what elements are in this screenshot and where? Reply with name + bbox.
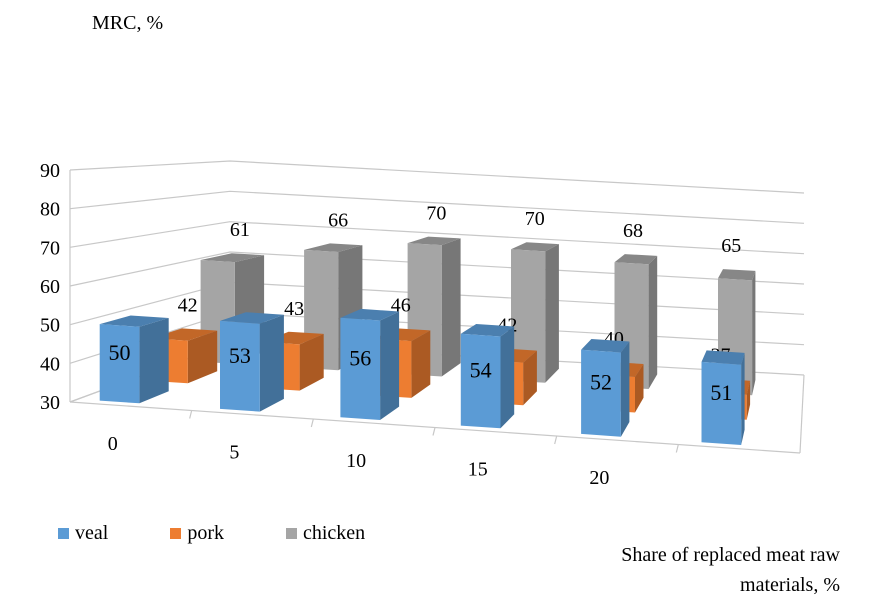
bar-top-chicken-1 (304, 243, 363, 252)
bar-veal-5 (701, 361, 742, 445)
bar-side-pork-4 (635, 364, 644, 413)
data-label-veal-1: 53 (229, 343, 251, 368)
bar-side-veal-3 (500, 326, 515, 429)
y-tick-label-60: 60 (40, 276, 60, 298)
bar-side-pork-3 (523, 350, 537, 406)
bar-top-chicken-3 (511, 242, 559, 252)
legend-swatch-chicken (285, 528, 297, 539)
bar-top-chicken-5 (718, 269, 756, 281)
bar-side-veal-0 (139, 318, 169, 404)
x-tick-2 (310, 418, 314, 428)
x-tick-label-20: 20 (589, 467, 609, 489)
bar-side-pork-2 (411, 330, 431, 398)
legend-item-chicken: chicken (285, 522, 366, 545)
legend-swatch-pork (170, 528, 182, 539)
bar-side-veal-1 (259, 314, 284, 412)
bar-veal-3 (460, 333, 501, 429)
bar-top-veal-5 (701, 350, 745, 365)
bar-veal-1 (220, 320, 260, 412)
data-label-veal-0: 50 (109, 340, 131, 365)
y-tick-label-80: 80 (40, 199, 60, 221)
x-tick-label-10: 10 (346, 450, 366, 472)
y-axis-label: MRC, % (92, 12, 164, 34)
bar-side-chicken-2 (441, 238, 461, 377)
bar-side-veal-5 (741, 352, 745, 445)
x-tick-5 (675, 444, 679, 453)
data-label-chicken-3: 70 (525, 208, 545, 230)
data-label-chicken-4: 68 (623, 220, 643, 242)
data-label-chicken-2: 70 (426, 202, 446, 224)
gridline-90 (69, 160, 805, 194)
x-axis-label: Share of replaced meat raw materials, % (621, 544, 840, 596)
data-label-chicken-1: 66 (328, 209, 348, 231)
x-tick-label-5: 5 (229, 441, 239, 463)
legend-item-veal: veal (58, 522, 108, 545)
data-label-veal-3: 54 (470, 358, 492, 383)
bar-top-veal-2 (340, 308, 400, 321)
bar-side-veal-4 (620, 341, 630, 437)
data-label-chicken-0: 61 (230, 219, 250, 241)
legend: veal pork chicken (58, 522, 365, 545)
bar-chicken-3 (511, 249, 546, 383)
bar-top-chicken-4 (614, 254, 658, 265)
data-label-pork-1: 43 (284, 298, 304, 320)
data-label-pork-2: 46 (391, 294, 411, 316)
bar-top-veal-0 (99, 315, 169, 327)
legend-label-veal: veal (75, 522, 109, 544)
bar-side-veal-2 (380, 311, 400, 420)
bar-side-pork-0 (187, 330, 218, 384)
legend-swatch-veal (58, 528, 69, 539)
y-tick-label-40: 40 (40, 353, 60, 375)
x-tick-4 (554, 435, 558, 445)
bar-side-chicken-5 (752, 270, 756, 396)
x-tick-1 (189, 410, 193, 419)
data-label-pork-0: 42 (178, 294, 198, 316)
y-tick-label-90: 90 (40, 160, 60, 182)
x-tick-label-0: 0 (108, 433, 118, 455)
y-tick-label-70: 70 (40, 237, 60, 259)
bar-top-chicken-2 (407, 236, 461, 246)
bar-side-chicken-3 (545, 244, 559, 383)
y-tick-label-50: 50 (40, 315, 60, 337)
floor-right-edge (799, 374, 805, 454)
y-tick-label-30: 30 (40, 392, 60, 414)
bar-top-chicken-0 (200, 253, 265, 263)
bar-side-pork-5 (746, 380, 751, 420)
bar-side-chicken-4 (648, 255, 658, 389)
bar-top-veal-3 (460, 324, 515, 337)
legend-label-pork: pork (187, 522, 224, 544)
bar-veal-4 (581, 349, 621, 437)
bar-top-veal-4 (581, 339, 630, 353)
bar-veal-2 (340, 317, 381, 420)
legend-item-pork: pork (170, 522, 224, 545)
gridline-60 (69, 251, 805, 287)
bar-top-veal-1 (220, 312, 284, 324)
x-tick-label-15: 15 (468, 458, 488, 480)
gridline-80 (69, 190, 805, 224)
data-label-chicken-5: 65 (721, 235, 741, 257)
x-tick-3 (432, 427, 436, 436)
data-label-veal-2: 56 (349, 345, 371, 370)
gridline-70 (69, 221, 805, 255)
data-label-veal-4: 52 (590, 370, 612, 395)
legend-label-chicken: chicken (302, 522, 366, 544)
data-label-veal-5: 51 (710, 380, 732, 405)
bar-side-pork-1 (299, 333, 324, 391)
bar-veal-0 (99, 324, 140, 404)
